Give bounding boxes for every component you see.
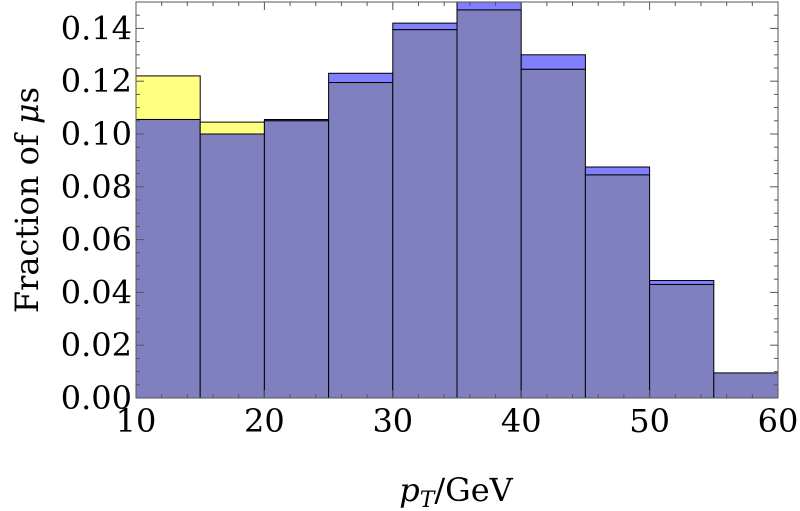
histogram-bar xyxy=(328,82,394,399)
y-tick-label: 0.12 xyxy=(61,62,132,100)
histogram-bar xyxy=(520,68,586,399)
x-axis-title-sub: T xyxy=(420,488,437,511)
histogram-bar xyxy=(392,29,458,399)
histogram-bar xyxy=(456,9,522,399)
y-tick-label: 0.14 xyxy=(61,9,132,47)
y-axis-title-text: Fraction of xyxy=(8,124,46,313)
y-tick-label: 0.00 xyxy=(61,379,132,417)
x-tick-label: 20 xyxy=(244,402,285,440)
blue-bar-excess xyxy=(456,1,522,11)
x-tick-label: 40 xyxy=(501,402,542,440)
y-axis-title-symbol: μ xyxy=(8,103,46,124)
histogram-bar xyxy=(135,118,201,399)
blue-bar-excess xyxy=(392,22,458,31)
y-tick-label: 0.06 xyxy=(61,221,132,259)
yellow-bar-excess xyxy=(199,121,265,135)
histogram-bar xyxy=(713,372,779,399)
blue-bar-excess xyxy=(328,72,394,84)
x-tick-label: 10 xyxy=(116,402,157,440)
x-axis-title-var: p xyxy=(399,471,419,509)
histogram-bar xyxy=(584,174,651,399)
x-tick-label: 30 xyxy=(372,402,413,440)
x-tick-label: 60 xyxy=(758,402,799,440)
histogram-bar xyxy=(649,283,715,399)
y-axis-title-suffix: s xyxy=(8,87,46,103)
histogram-bar xyxy=(199,133,265,399)
x-axis-title-unit: /GeV xyxy=(434,471,513,509)
y-tick-label: 0.02 xyxy=(61,326,132,364)
bars-layer xyxy=(135,1,779,399)
tick-marks xyxy=(135,1,779,399)
y-tick-label: 0.08 xyxy=(61,168,132,206)
x-tick-label: 50 xyxy=(629,402,670,440)
x-axis-title: pT/GeV xyxy=(399,471,513,511)
y-axis-title: Fraction of μs xyxy=(8,87,46,313)
y-tick-label: 0.04 xyxy=(61,273,132,311)
yellow-bar-excess xyxy=(135,75,201,120)
blue-bar-excess xyxy=(584,166,651,176)
tick-labels: 10 20 30 40 50 60 0.00 0.02 0.04 0.06 0.08 0.10 0.12… xyxy=(61,9,799,440)
histogram-bar xyxy=(263,120,330,399)
blue-bar-excess xyxy=(520,54,586,70)
y-tick-label: 0.10 xyxy=(61,115,132,153)
blue-bar-excess xyxy=(649,280,715,285)
